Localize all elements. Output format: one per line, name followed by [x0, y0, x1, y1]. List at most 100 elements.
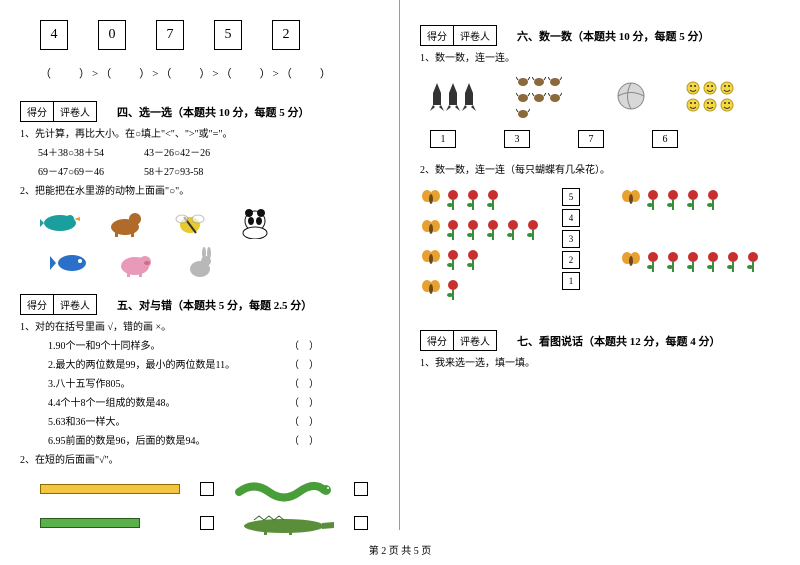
number-box: 4 [40, 20, 68, 50]
section-7-title: 七、看图说话（本题共 12 分，每题 4 分） [517, 333, 721, 349]
marker-label: 评卷人 [54, 102, 96, 121]
count-boxes-col: 5 4 3 2 1 [562, 188, 580, 300]
count-box: 1 [562, 272, 580, 290]
section-5-title: 五、对与错（本题共 5 分，每题 2.5 分） [117, 297, 312, 313]
counting-objects-row [430, 74, 780, 120]
smileys-group [686, 81, 736, 113]
left-column: 4 0 7 5 2 （ ）>（ ）>（ ）>（ ）>（ ） 得分 评卷人 四、选… [0, 0, 400, 530]
number-box: 7 [156, 20, 184, 50]
panda-icon [235, 207, 275, 239]
tf-item: 3.八十五写作805。 （ ） [48, 377, 379, 392]
ball-group [616, 81, 646, 114]
rabbit-icon [180, 247, 220, 279]
tf-text: 2.最大的两位数是99，最小的两位数是11。 [48, 358, 235, 373]
right-column: 得分 评卷人 六、数一数（本题共 10 分，每题 5 分） 1、数一数，连一连。 [400, 0, 800, 530]
q4-1-line1: 54＋38○38＋54 43－26○42－26 [38, 146, 379, 161]
tf-item: 4.4个十8个一组成的数是48。 （ ） [48, 396, 379, 411]
score-box: 得分 评卷人 [20, 101, 97, 122]
q4-1-line2: 69－47○69－46 58＋27○93-58 [38, 165, 379, 180]
count-box: 3 [562, 230, 580, 248]
section-6-title: 六、数一数（本题共 10 分，每题 5 分） [517, 28, 710, 44]
rockets-group [430, 83, 476, 111]
number-box: 5 [214, 20, 242, 50]
section-6-header: 得分 评卷人 六、数一数（本题共 10 分，每题 5 分） [420, 25, 780, 46]
bugs-group [516, 74, 576, 120]
marker-label: 评卷人 [54, 295, 96, 314]
snake-icon [234, 476, 334, 502]
q4-2: 2、把能把在水里游的动物上面画"○"。 [20, 184, 379, 199]
tf-blank: （ ） [289, 377, 319, 392]
checkbox [200, 482, 214, 496]
bee-icon [170, 207, 210, 239]
page-footer: 第 2 页 共 5 页 [0, 542, 800, 557]
tf-blank: （ ） [289, 415, 319, 430]
score-box: 得分 评卷人 [20, 294, 97, 315]
butterfly-icon [420, 248, 442, 270]
tf-blank: （ ） [289, 396, 319, 411]
number-box: 2 [272, 20, 300, 50]
score-label: 得分 [21, 295, 54, 314]
count-box: 4 [562, 209, 580, 227]
q6-2: 2、数一数，连一连（每只蝴蝶有几朵花）。 [420, 163, 780, 178]
section-5-header: 得分 评卷人 五、对与错（本题共 5 分，每题 2.5 分） [20, 294, 379, 315]
butterfly-flower-area: 5 4 3 2 1 [420, 188, 780, 300]
crocodile-icon [234, 510, 334, 536]
comparison-blanks: （ ）>（ ）>（ ）>（ ）>（ ） [40, 65, 379, 81]
q5-2: 2、在短的后面画"√"。 [20, 453, 379, 468]
section-4-header: 得分 评卷人 四、选一选（本题共 10 分，每题 5 分） [20, 101, 379, 122]
animals-row-2 [50, 247, 379, 279]
tf-blank: （ ） [289, 434, 319, 449]
answer-box: 1 [430, 130, 456, 148]
q5-1: 1、对的在括号里画 √，错的画 ×。 [20, 320, 379, 335]
animals-row-1 [40, 207, 379, 239]
rose-row [420, 188, 542, 210]
score-label: 得分 [421, 331, 454, 350]
number-boxes-row: 4 0 7 5 2 [40, 20, 379, 50]
marker-label: 评卷人 [454, 331, 496, 350]
dog-icon [105, 207, 145, 239]
length-compare-row-2 [40, 510, 379, 536]
rose-row [420, 278, 542, 300]
yellow-bar [40, 484, 180, 494]
score-box: 得分 评卷人 [420, 330, 497, 351]
checkbox [354, 516, 368, 530]
roses-left-col [420, 188, 542, 300]
tf-blank: （ ） [289, 339, 319, 354]
checkbox [354, 482, 368, 496]
score-label: 得分 [21, 102, 54, 121]
count-box: 2 [562, 251, 580, 269]
tf-text: 1.90个一和9个十同样多。 [48, 339, 161, 354]
butterfly-icon [420, 218, 442, 240]
tf-text: 4.4个十8个一组成的数是48。 [48, 396, 176, 411]
q6-1: 1、数一数，连一连。 [420, 51, 780, 66]
fish-icon [50, 247, 90, 279]
butterfly-icon [620, 188, 642, 210]
rose-row [620, 250, 762, 272]
section-7-header: 得分 评卷人 七、看图说话（本题共 12 分，每题 4 分） [420, 330, 780, 351]
bird-icon [40, 207, 80, 239]
roses-right-col [620, 188, 762, 300]
tf-item: 5.63和36一样大。 （ ） [48, 415, 379, 430]
answer-box: 7 [578, 130, 604, 148]
count-box: 5 [562, 188, 580, 206]
tf-item: 6.95前面的数是96，后面的数是94。 （ ） [48, 434, 379, 449]
score-label: 得分 [421, 26, 454, 45]
rose-row [420, 218, 542, 240]
tf-item: 1.90个一和9个十同样多。 （ ） [48, 339, 379, 354]
pig-icon [115, 247, 155, 279]
q4-1: 1、先计算，再比大小。在○填上"<"、">"或"="。 [20, 127, 379, 142]
marker-label: 评卷人 [454, 26, 496, 45]
tf-text: 3.八十五写作805。 [48, 377, 131, 392]
q7-1: 1、我来选一选，填一填。 [420, 356, 780, 371]
butterfly-icon [620, 250, 642, 272]
tf-text: 5.63和36一样大。 [48, 415, 126, 430]
butterfly-icon [420, 188, 442, 210]
tf-text: 6.95前面的数是96，后面的数是94。 [48, 434, 206, 449]
length-compare-row-1 [40, 476, 379, 502]
checkbox [200, 516, 214, 530]
tf-item: 2.最大的两位数是99，最小的两位数是11。（ ） [48, 358, 379, 373]
section-4-title: 四、选一选（本题共 10 分，每题 5 分） [117, 104, 310, 120]
answer-boxes-row: 1 3 7 6 [430, 130, 780, 148]
score-box: 得分 评卷人 [420, 25, 497, 46]
green-bar [40, 518, 140, 528]
